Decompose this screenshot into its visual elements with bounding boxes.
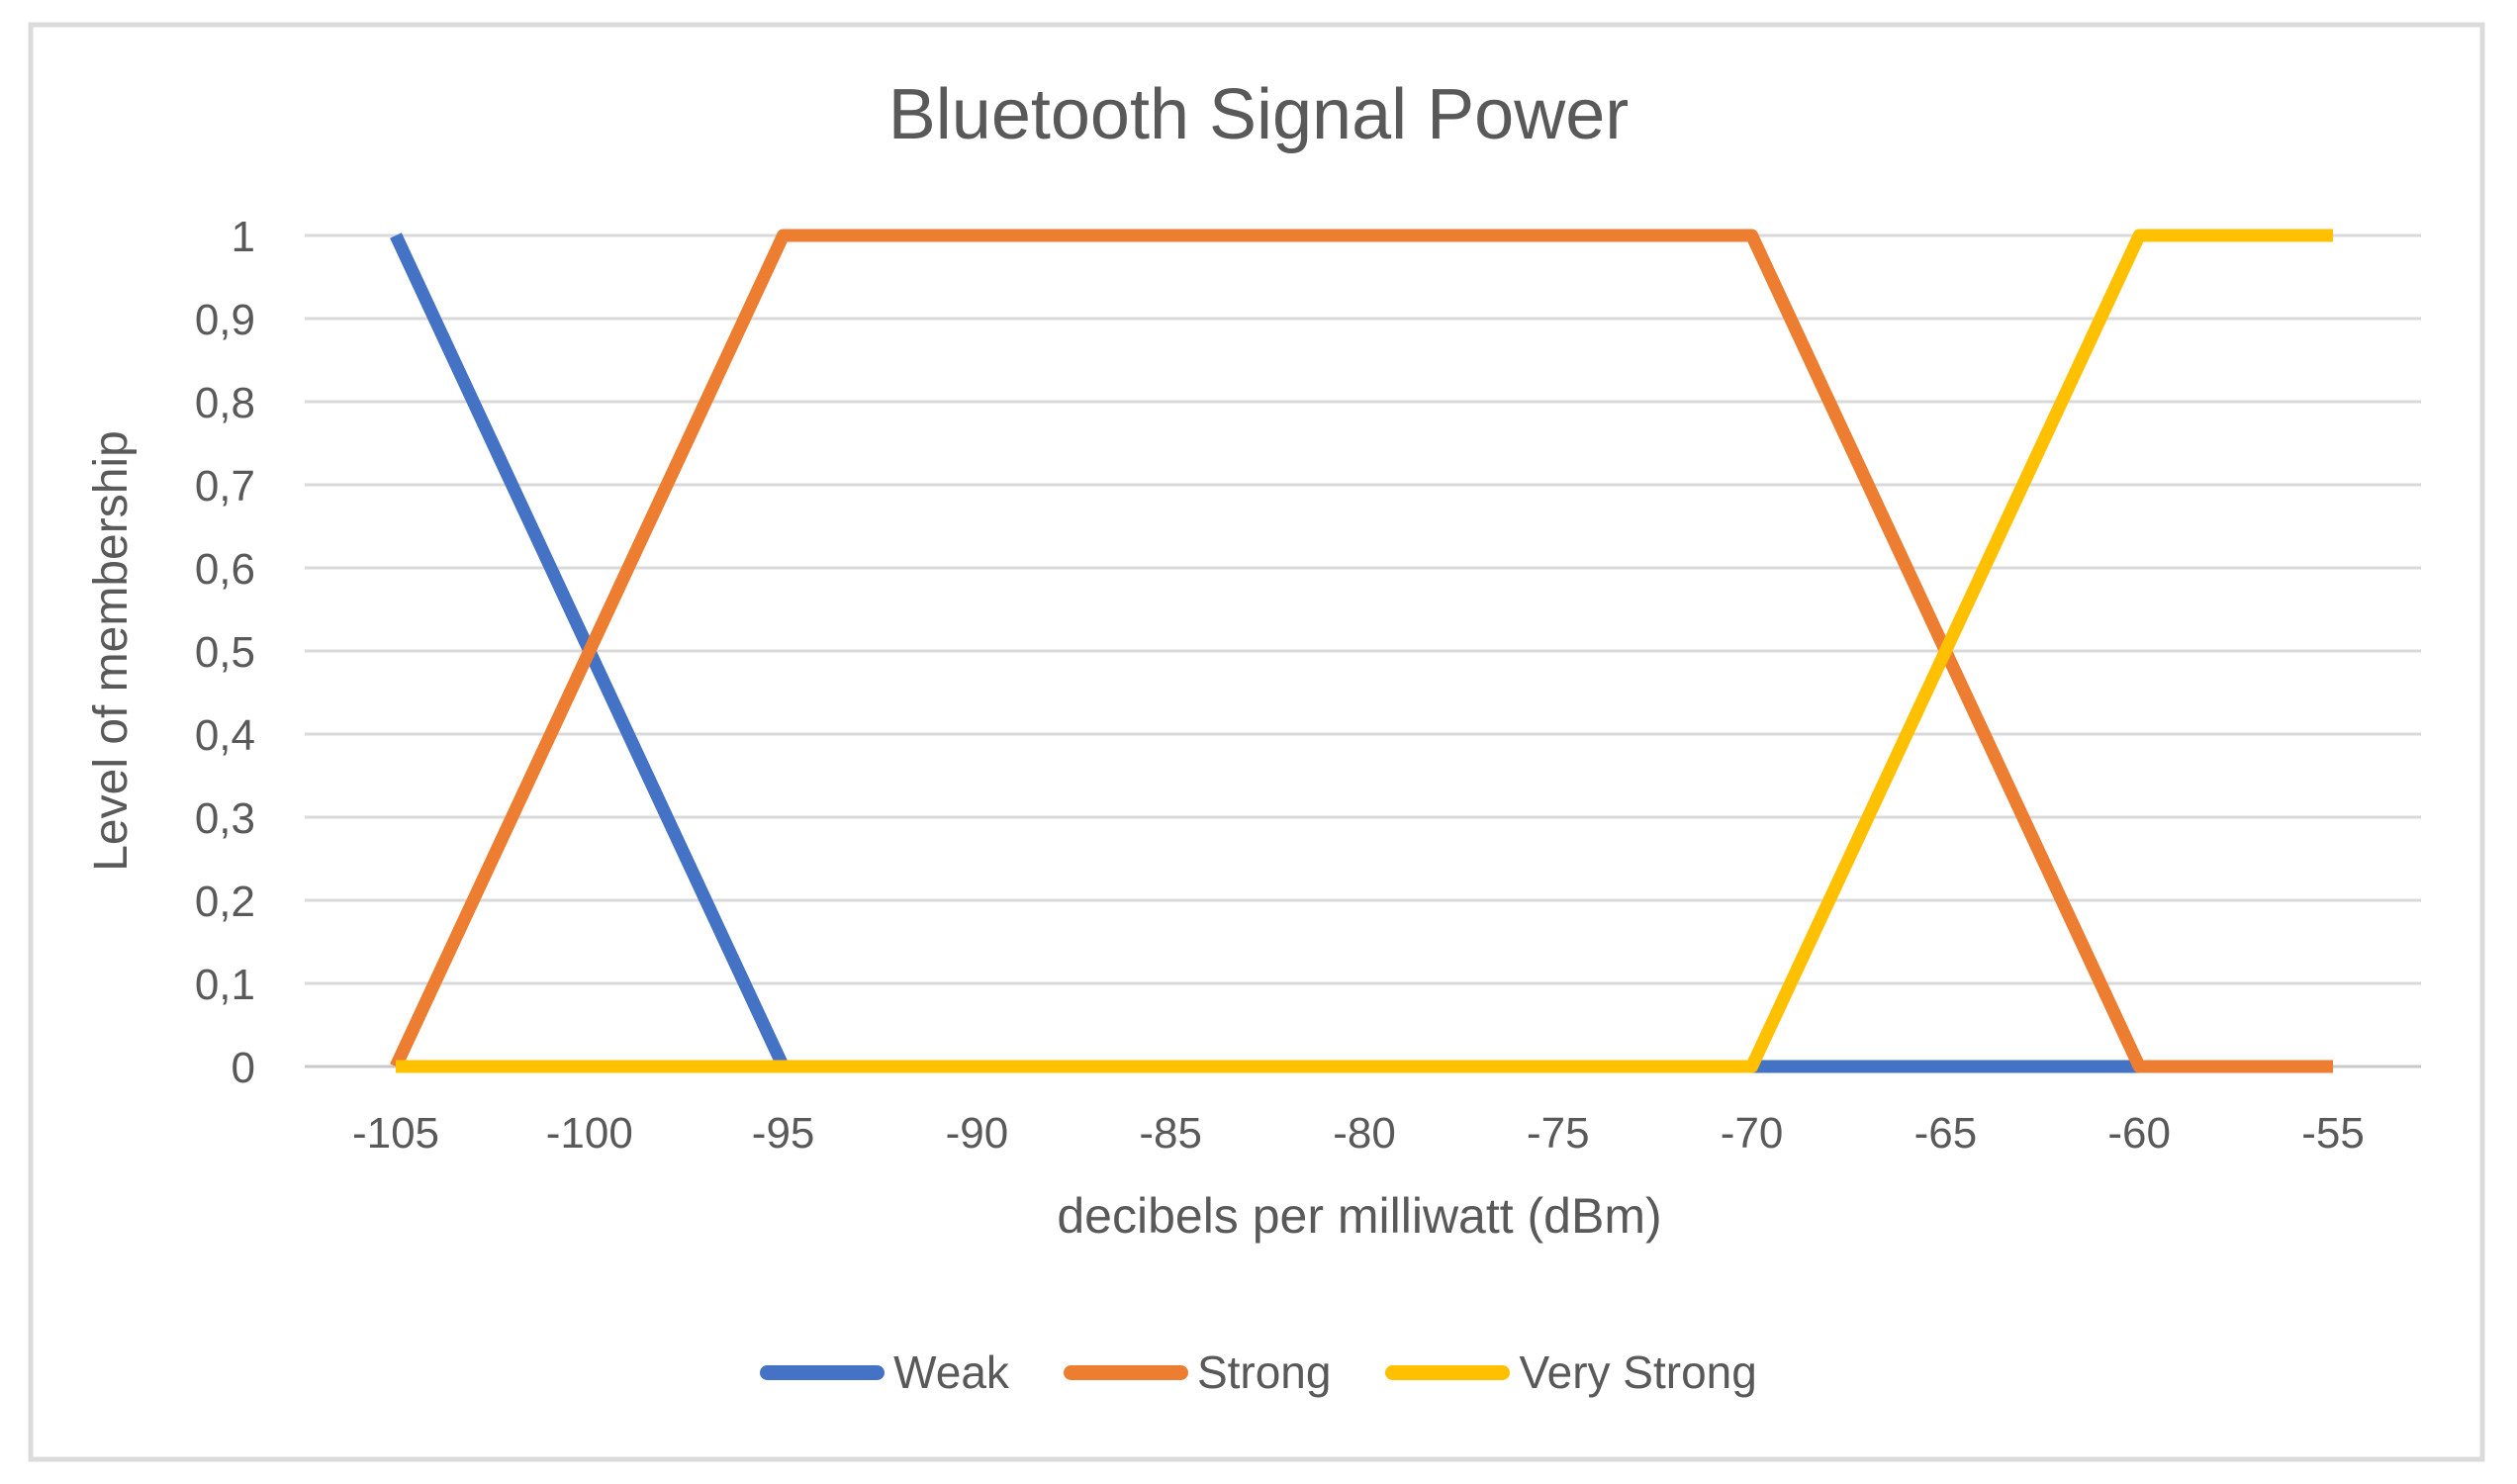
series-line-strong xyxy=(390,229,2333,1073)
x-tick-label: -70 xyxy=(1721,1109,1784,1158)
legend-label: Strong xyxy=(1196,1346,1332,1398)
legend-label: Weak xyxy=(893,1346,1009,1398)
legend-label: Very Strong xyxy=(1519,1346,1757,1398)
y-tick-label: 0,7 xyxy=(195,462,255,510)
y-tick-label: 0,6 xyxy=(195,545,255,594)
legend-item-very-strong: Very Strong xyxy=(1385,1345,1757,1399)
x-tick-label: -65 xyxy=(1914,1109,1978,1158)
legend-item-strong: Strong xyxy=(1063,1345,1332,1399)
legend-swatch-strong xyxy=(1063,1364,1188,1380)
y-axis-tick-labels: 0 0,1 0,2 0,3 0,4 0,5 0,6 0,7 0,8 0,9 1 xyxy=(195,213,255,1092)
legend-swatch-very-strong xyxy=(1385,1364,1511,1380)
y-tick-label: 0,4 xyxy=(195,711,255,760)
x-tick-label: -90 xyxy=(946,1109,1009,1158)
y-tick-label: 0,1 xyxy=(195,961,255,1009)
chart-border xyxy=(28,22,2485,1462)
x-tick-label: -95 xyxy=(752,1109,815,1158)
legend-item-weak: Weak xyxy=(760,1345,1009,1399)
y-tick-label: 1 xyxy=(232,213,255,261)
y-tick-label: 0 xyxy=(232,1044,255,1092)
legend: Weak Strong Very Strong xyxy=(0,1338,2517,1407)
x-tick-label: -105 xyxy=(352,1109,439,1158)
y-tick-label: 0,3 xyxy=(195,794,255,843)
x-tick-label: -60 xyxy=(2107,1109,2171,1158)
series-lines xyxy=(390,229,2333,1073)
y-tick-label: 0,8 xyxy=(195,379,255,427)
x-tick-label: -75 xyxy=(1527,1109,1590,1158)
x-tick-label: -55 xyxy=(2301,1109,2365,1158)
x-axis-tick-labels: -105 -100 -95 -90 -85 -80 -75 -70 -65 -60 -55 xyxy=(352,1109,2365,1158)
chart-title: Bluetooth Signal Power xyxy=(888,75,1629,154)
x-axis-title: decibels per milliwatt (dBm) xyxy=(1057,1188,1661,1244)
x-tick-label: -80 xyxy=(1333,1109,1396,1158)
y-axis-title: Level of membership xyxy=(85,430,138,872)
series-line-very-strong xyxy=(396,229,2333,1073)
y-tick-label: 0,5 xyxy=(195,628,255,677)
x-tick-label: -85 xyxy=(1139,1109,1202,1158)
y-tick-label: 0,9 xyxy=(195,296,255,344)
y-tick-label: 0,2 xyxy=(195,878,255,926)
x-tick-label: -100 xyxy=(546,1109,633,1158)
legend-swatch-weak xyxy=(760,1364,886,1380)
